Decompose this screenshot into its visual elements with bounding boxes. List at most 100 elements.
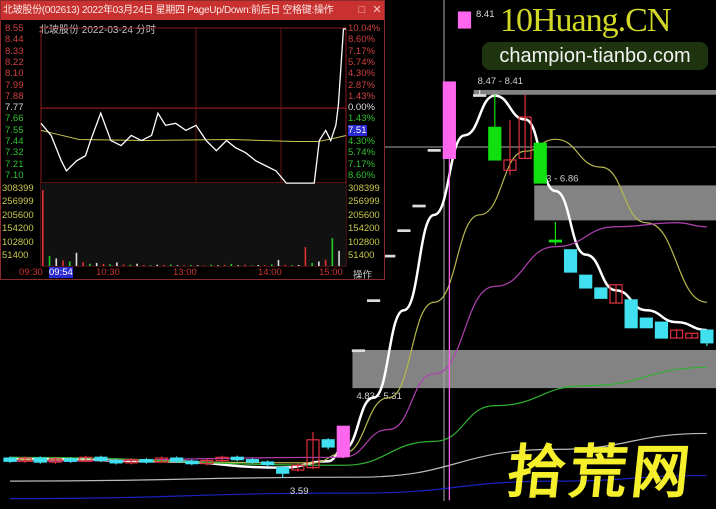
volume-bar	[68, 261, 71, 266]
volume-axis-label: 205600	[2, 209, 34, 221]
time-axis-label: 15:00	[319, 267, 343, 278]
maximize-icon[interactable]: □	[355, 1, 369, 20]
candle-body	[200, 459, 214, 465]
volume-bar	[75, 252, 78, 266]
percent-axis-label: 8.60%	[348, 34, 375, 46]
volume-axis-label-right: 102800	[348, 236, 380, 248]
candle-body	[185, 460, 199, 465]
price-axis-label: 7.88	[5, 90, 24, 102]
intraday-frame	[40, 27, 347, 267]
volume-bar	[62, 260, 64, 266]
candle-body	[518, 116, 532, 159]
watermark-url: champion-tianbo.com	[482, 42, 708, 70]
volume-bar	[270, 264, 273, 266]
price-axis-label: 7.10	[5, 169, 24, 181]
percent-axis-label: 0.00%	[348, 102, 375, 114]
volume-bar	[82, 262, 84, 266]
percent-axis-label: 5.74%	[348, 147, 375, 159]
volume-bar	[156, 264, 159, 266]
volume-bar	[183, 265, 185, 266]
volume-bar	[304, 247, 307, 266]
candle-body	[624, 299, 638, 329]
percent-axis-label: 1.43%	[348, 113, 375, 125]
price-axis-label: 7.21	[5, 158, 24, 170]
volume-bar	[95, 262, 98, 266]
operate-button[interactable]: 操作	[353, 270, 373, 281]
volume-bar	[210, 264, 212, 266]
candle-body	[563, 249, 578, 273]
volume-bar	[169, 264, 172, 266]
candle-body	[367, 299, 381, 302]
moving-average-line	[9, 474, 707, 500]
volume-bar	[284, 264, 286, 266]
volume-axis-label-right: 51400	[348, 250, 375, 261]
current-price-badge: 7.51	[348, 124, 367, 136]
time-axis-label: 13:00	[173, 267, 197, 278]
watermark-logo: 拾荒网	[503, 438, 698, 506]
volume-bar	[122, 264, 125, 266]
volume-bar	[203, 265, 206, 266]
percent-axis-label: 8.60%	[348, 169, 375, 181]
price-axis-label: 7.99	[5, 79, 24, 91]
price-axis-label: 7.55	[5, 124, 24, 136]
candle-body	[639, 317, 653, 329]
volume-bar	[109, 264, 111, 266]
gap-label: 4.83 - 5.31	[356, 391, 401, 402]
volume-bar	[338, 250, 340, 266]
percent-axis-label: 4.30%	[348, 68, 375, 80]
percent-axis-label: 7.17%	[348, 45, 375, 57]
volume-axis-label-right: 154200	[348, 223, 380, 235]
price-axis-label: 8.33	[5, 45, 24, 57]
volume-area	[41, 183, 346, 266]
gap-zone	[534, 185, 716, 221]
volume-bar	[230, 263, 233, 266]
candle-body	[154, 457, 169, 463]
candle-body	[18, 457, 32, 462]
candle-body	[412, 204, 426, 208]
volume-bar	[143, 264, 145, 266]
volume-bar	[163, 264, 165, 266]
intraday-popup-window[interactable]: 北玻股份(002613) 2022年03月24日 星期四 PageUp/Down…	[0, 0, 386, 281]
volume-bar	[149, 265, 152, 266]
time-axis-label: 14:00	[258, 267, 282, 278]
volume-bar	[297, 264, 300, 266]
percent-axis-label: 10.04%	[348, 23, 381, 34]
candle-body	[291, 464, 305, 471]
candle-body	[351, 349, 366, 353]
volume-bar	[250, 265, 253, 266]
volume-axis-label-right: 308399	[348, 183, 380, 194]
popup-title-bar[interactable]: 北玻股份(002613) 2022年03月24日 星期四 PageUp/Down…	[1, 1, 384, 20]
volume-bar	[217, 265, 219, 266]
volume-bar	[291, 265, 293, 266]
intraday-subtitle: 北玻股份 2022-03-24 分时	[39, 25, 156, 36]
volume-axis-label-right: 205600	[348, 209, 380, 221]
candle-body	[397, 229, 411, 233]
time-axis-label: 09:30	[19, 267, 43, 278]
candle-body	[457, 11, 472, 29]
candle-body	[48, 458, 63, 463]
gap-zone	[473, 90, 716, 95]
candle-body	[669, 329, 684, 339]
candle-body	[548, 239, 563, 243]
selected-time-label: 09:54	[49, 267, 73, 278]
volume-bar	[331, 238, 334, 266]
gap-zone	[352, 349, 716, 389]
volume-axis-label: 51400	[2, 250, 29, 261]
candle-body	[473, 94, 487, 97]
candle-body	[245, 459, 259, 463]
price-axis-label: 8.10	[5, 68, 24, 80]
volume-bar	[190, 264, 192, 266]
gap-label: 8.47 - 8.41	[478, 76, 523, 87]
volume-bar	[318, 261, 320, 266]
candle-body	[230, 456, 244, 461]
volume-bar	[89, 263, 91, 266]
moving-average-line	[9, 222, 707, 462]
volume-bar	[196, 265, 199, 266]
intraday-chart[interactable]	[1, 1, 386, 281]
volume-bar	[223, 264, 226, 266]
close-icon[interactable]: ✕	[370, 1, 384, 20]
percent-axis-label: 4.30%	[348, 136, 375, 147]
price-axis-label: 8.22	[5, 56, 24, 68]
candle-body	[306, 439, 320, 469]
